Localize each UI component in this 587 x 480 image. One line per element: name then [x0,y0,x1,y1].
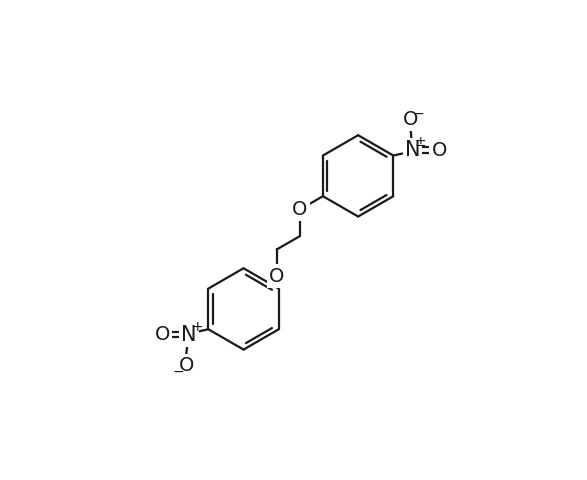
Text: N: N [181,325,197,345]
Text: ±: ± [415,135,427,149]
Text: +: + [191,320,203,334]
Text: N: N [405,140,420,160]
Text: O: O [431,141,447,159]
Text: O: O [269,266,285,286]
Text: O: O [292,200,308,219]
Text: −: − [172,365,184,379]
Text: −: − [413,107,424,121]
Text: O: O [403,110,419,129]
Text: O: O [155,325,170,344]
Text: O: O [178,356,194,375]
